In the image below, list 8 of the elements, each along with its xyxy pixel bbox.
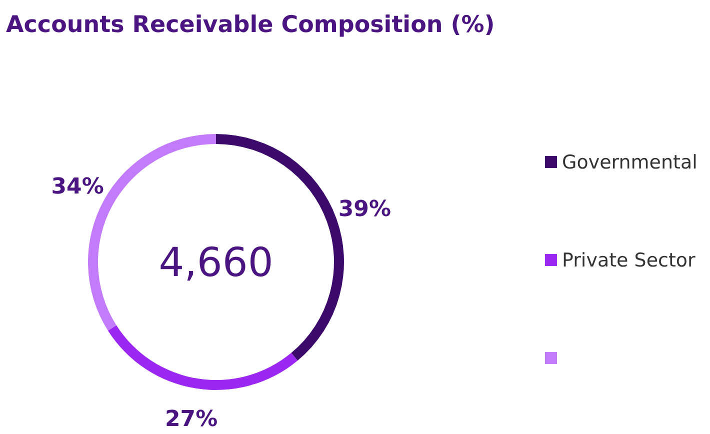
- legend-label: Governmental: [562, 152, 698, 174]
- chart-title: Accounts Receivable Composition (%): [6, 12, 495, 38]
- data-label: 34%: [51, 174, 104, 200]
- text: 4,660: [158, 240, 274, 286]
- data-label: 27%: [164, 406, 218, 432]
- data-label: 39%: [338, 197, 391, 222]
- legend-label: Private Sector: [562, 250, 696, 272]
- donut-slice: [108, 325, 298, 390]
